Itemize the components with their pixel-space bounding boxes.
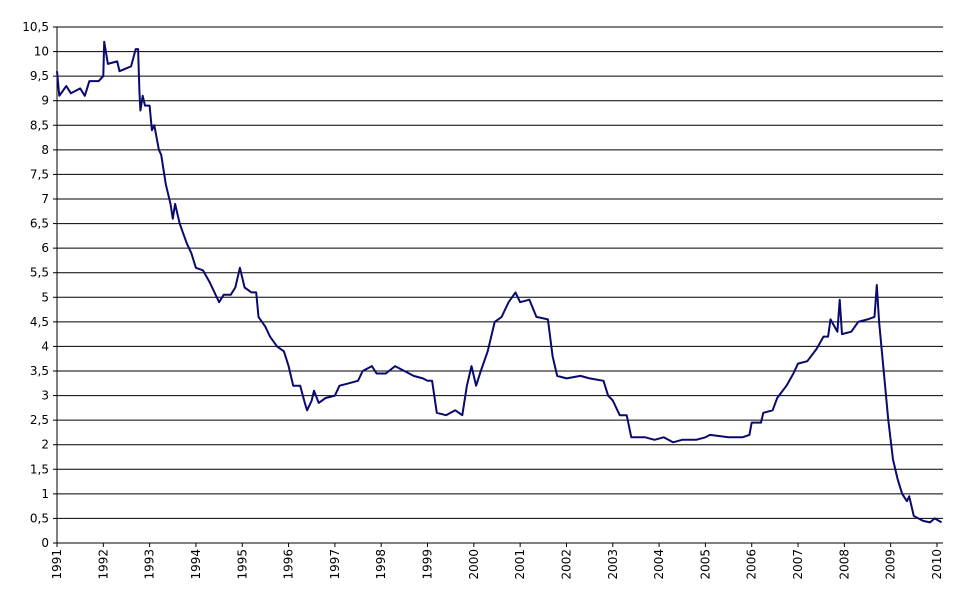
x-tick-label: 1994 xyxy=(189,549,203,580)
y-tick-label: 10 xyxy=(34,45,49,59)
y-tick-label: 2,5 xyxy=(30,413,49,427)
x-tick-label: 2009 xyxy=(884,549,898,580)
line-series xyxy=(56,40,943,524)
x-tick-label: 2005 xyxy=(698,549,712,580)
x-tick-label: 1992 xyxy=(96,549,110,580)
y-tick-label: 8 xyxy=(41,143,49,157)
x-tick-label: 1996 xyxy=(282,549,296,580)
y-tick-label: 9 xyxy=(41,94,49,108)
y-tick-label: 0,5 xyxy=(30,511,49,525)
y-tick-label: 3 xyxy=(41,389,49,403)
x-tick-label: 1997 xyxy=(328,549,342,580)
x-tick-label: 2000 xyxy=(467,549,481,580)
y-tick-label: 7 xyxy=(41,192,49,206)
y-tick-label: 5,5 xyxy=(30,266,49,280)
x-tick-label: 2003 xyxy=(606,549,620,580)
y-tick-label: 2 xyxy=(41,438,49,452)
y-tick-label: 1,5 xyxy=(30,462,49,476)
y-tick-label: 9,5 xyxy=(30,69,49,83)
x-tick-label: 2008 xyxy=(837,549,851,580)
y-tick-label: 4 xyxy=(41,339,49,353)
y-tick-label: 0 xyxy=(41,536,49,550)
y-tick-label: 4,5 xyxy=(30,315,49,329)
y-tick-label: 1 xyxy=(41,487,49,501)
x-tick-label: 1995 xyxy=(235,549,249,580)
x-tick-label: 2010 xyxy=(930,549,944,580)
y-tick-label: 5 xyxy=(41,290,49,304)
y-tick-label: 10,5 xyxy=(22,20,49,34)
y-tick-label: 6 xyxy=(41,241,49,255)
x-tick-label: 1993 xyxy=(143,549,157,580)
x-tick-label: 1991 xyxy=(50,549,64,580)
x-tick-label: 2006 xyxy=(745,549,759,580)
y-tick-label: 6,5 xyxy=(30,217,49,231)
y-tick-label: 8,5 xyxy=(30,118,49,132)
x-tick-label: 2001 xyxy=(513,549,527,580)
x-tick-label: 2007 xyxy=(791,549,805,580)
x-tick-label: 1998 xyxy=(374,549,388,580)
x-tick-label: 1999 xyxy=(421,549,435,580)
y-tick-label: 3,5 xyxy=(30,364,49,378)
y-tick-label: 7,5 xyxy=(30,167,49,181)
x-tick-label: 2002 xyxy=(559,549,573,580)
x-tick-label: 2004 xyxy=(652,549,666,580)
